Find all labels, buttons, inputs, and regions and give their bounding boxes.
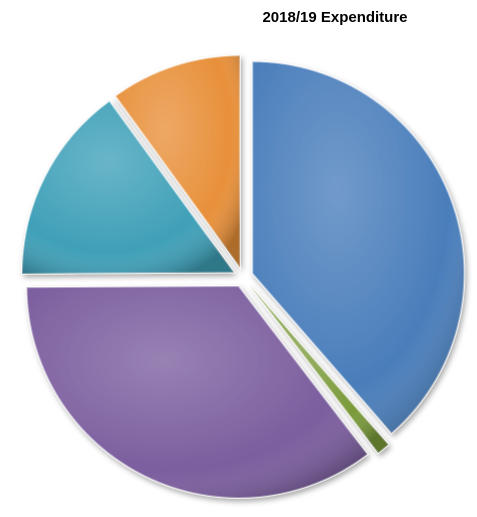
chart-title: 2018/19 Expenditure xyxy=(262,9,407,26)
pie xyxy=(21,54,466,499)
